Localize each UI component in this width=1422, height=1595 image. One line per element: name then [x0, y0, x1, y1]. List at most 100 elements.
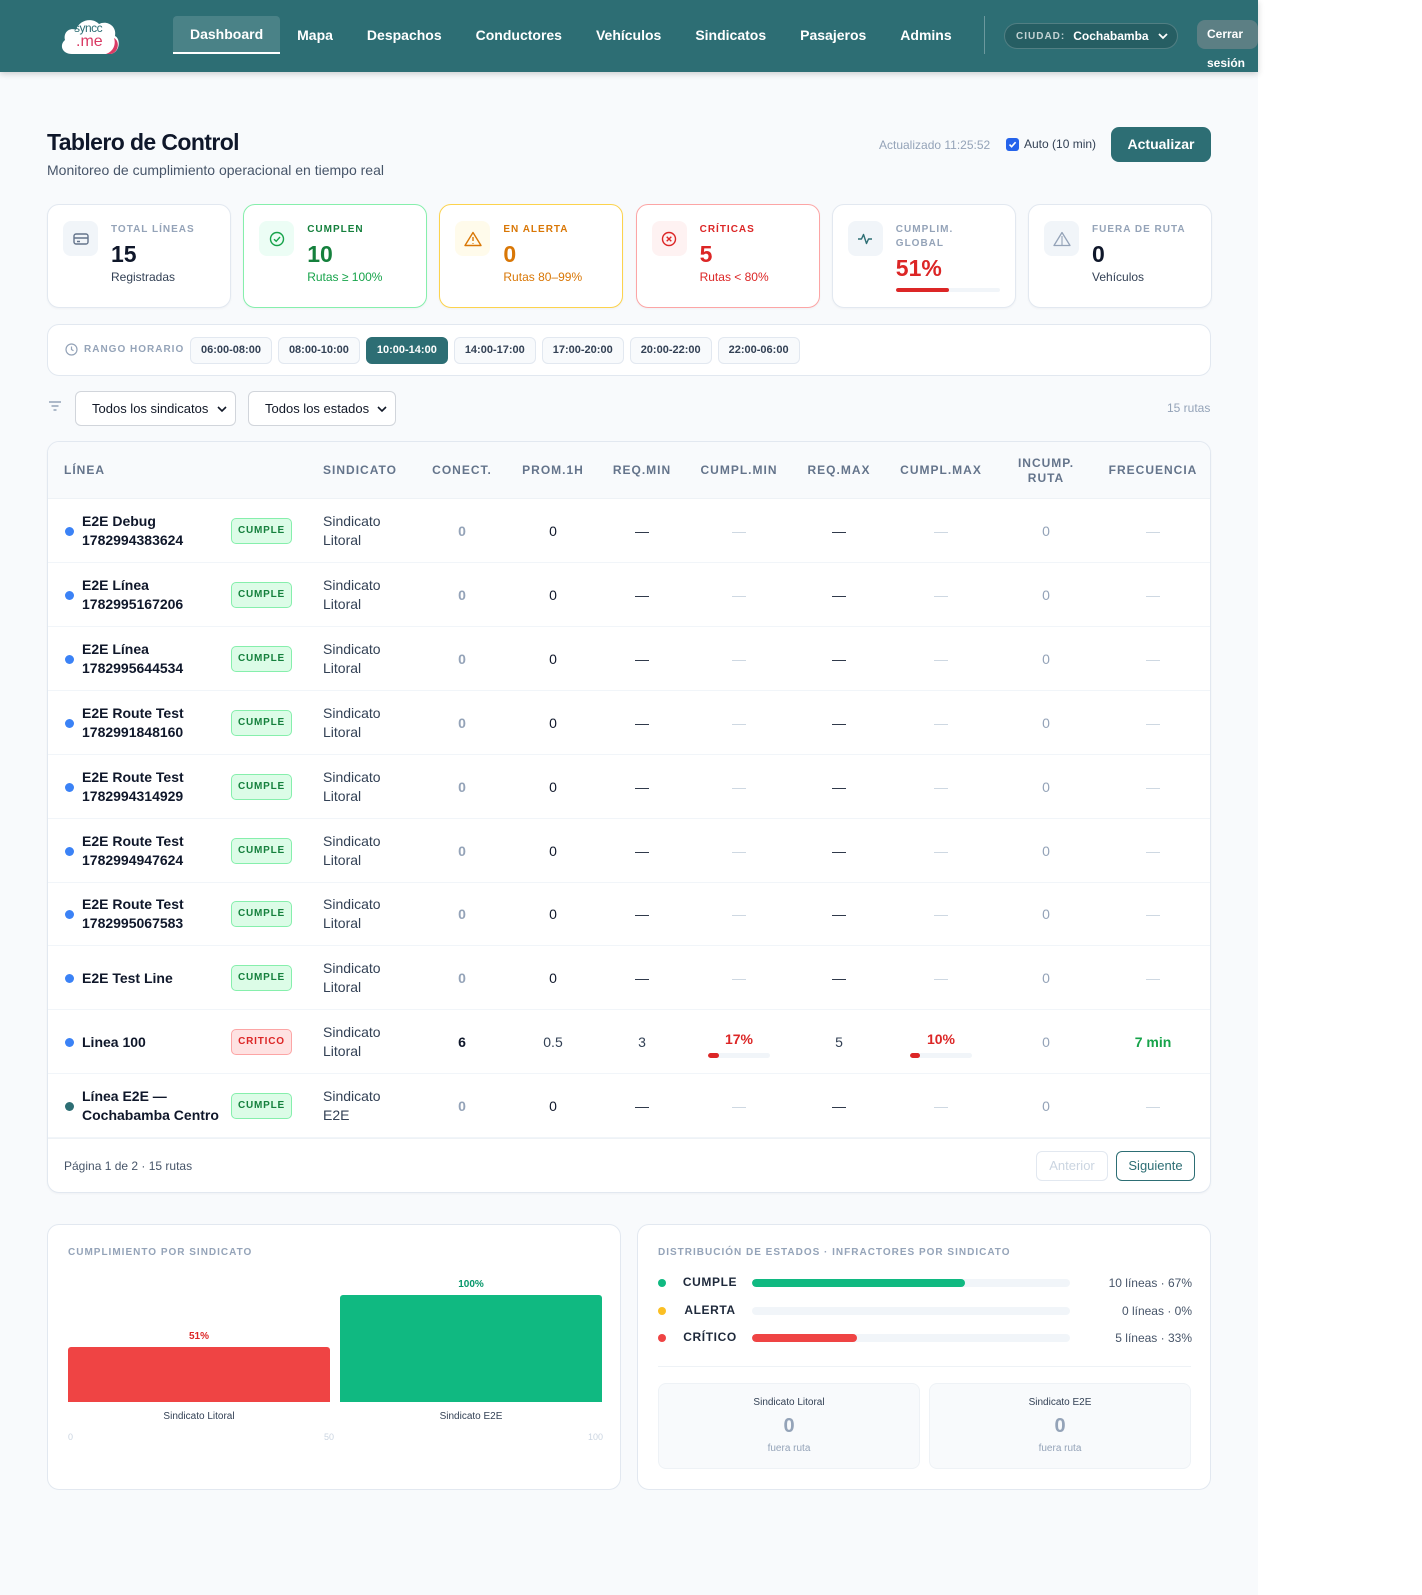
cell-reqmax: — — [832, 586, 846, 603]
time-range-chip-10-00-14-00[interactable]: 10:00-14:00 — [365, 337, 448, 364]
table-row[interactable]: E2E Debug 1782994383624 CUMPLE Sindicato Lit… — [48, 499, 1210, 563]
top-navbar: syncc .me Dashboard Mapa Despachos Conducto… — [0, 0, 1258, 72]
offroute-count: 0 — [783, 1415, 795, 1437]
auto-refresh-toggle[interactable]: Auto (10 min) — [1006, 137, 1096, 151]
bar-value-label: 100% — [458, 1279, 484, 1290]
line-name-primary: Linea 100 — [82, 1033, 146, 1050]
line-name-primary: E2E Route Test — [82, 768, 184, 785]
nav-conductores[interactable]: Conductores — [475, 27, 562, 43]
table-row[interactable]: E2E Línea 1782995644534 CUMPLE Sindicato Lit… — [48, 627, 1210, 691]
cell-cumplmin-fill — [708, 1053, 719, 1059]
cell-reqmin: — — [635, 1098, 649, 1115]
kpi-subtext: Rutas 80–99% — [503, 270, 583, 284]
line-name-text: E2E Route Test 1782991848160 — [82, 704, 184, 742]
line-name-primary: Línea E2E — — [82, 1088, 167, 1105]
col-prom[interactable]: PROM.1H — [522, 463, 584, 477]
page-subtitle: Monitoreo de cumplimiento operacional en… — [47, 162, 384, 178]
col-reqmin[interactable]: REQ.MIN — [612, 463, 672, 477]
table-row[interactable]: Linea 100 CRITICO Sindicato Litoral 6 0.5 3 17%… — [48, 1010, 1210, 1075]
city-label: CIUDAD: — [1016, 30, 1066, 42]
time-range-chip-14-00-17-00[interactable]: 14:00-17:00 — [453, 337, 536, 364]
union-name: Sindicato Litoral — [323, 755, 423, 819]
col-incump-ruta[interactable]: INCUMP. RUTA — [1006, 442, 1086, 499]
cell-conect: 0 — [458, 1098, 466, 1115]
cell-prom: 0 — [549, 970, 557, 987]
cell-prom: 0 — [549, 714, 557, 731]
union-name-line: Sindicato — [323, 576, 381, 593]
cell-prom: 0.5 — [543, 1034, 563, 1051]
city-selector[interactable]: CIUDAD: Cochabamba — [1004, 23, 1178, 49]
time-range-chip-08-00-10-00[interactable]: 08:00-10:00 — [277, 337, 360, 364]
time-range-chip-06-00-08-00[interactable]: 06:00-08:00 — [190, 337, 272, 364]
line-name-secondary: 1782995067583 — [82, 915, 184, 932]
distribution-row-critico: CRÍTICO 5 líneas · 33% — [658, 1330, 1192, 1346]
nav-sindicatos[interactable]: Sindicatos — [695, 27, 767, 43]
cell-reqmin: — — [635, 586, 649, 603]
line-name-text: Línea E2E — Cochabamba Centro — [82, 1087, 219, 1125]
col-frecuencia[interactable]: FRECUENCIA — [1108, 463, 1198, 477]
brand-logo[interactable]: syncc .me — [58, 14, 122, 58]
union-name-line: Litoral — [323, 595, 362, 612]
cell-cumplmax: — — [934, 906, 948, 923]
bar-sindicato-litoral[interactable] — [68, 1347, 330, 1402]
estado-filter-select[interactable]: Todos los estados — [248, 391, 396, 426]
sindicato-filter-select[interactable]: Todos los sindicatos — [75, 391, 236, 426]
chevron-down-icon — [1157, 33, 1168, 40]
time-range-chip-22-00-06-00[interactable]: 22:00-06:00 — [717, 337, 800, 364]
cell-incump: 0 — [1042, 842, 1050, 859]
logo-text-bottom: .me — [76, 33, 103, 50]
line-name: Línea E2E — Cochabamba Centro — [82, 1074, 232, 1138]
cell-conect: 0 — [458, 970, 466, 987]
kpi-label-line: GLOBAL — [895, 238, 945, 249]
nav-despachos[interactable]: Despachos — [366, 27, 442, 43]
union-name-line: Litoral — [323, 723, 362, 740]
col-cumplmax[interactable]: CUMPL.MAX — [900, 463, 982, 477]
col-sindicato[interactable]: SINDICATO — [323, 463, 397, 477]
cell-incump: 0 — [1042, 650, 1050, 667]
nav-vehiculos[interactable]: Vehículos — [595, 27, 662, 43]
nav-mapa[interactable]: Mapa — [297, 27, 333, 43]
table-header: LÍNEA SINDICATO CONECT. PROM.1H REQ.MIN … — [48, 442, 1210, 499]
line-name-secondary: Cochabamba Centro — [82, 1107, 219, 1124]
cell-cumplmin: — — [732, 906, 746, 923]
col-cumplmin[interactable]: CUMPL.MIN — [700, 463, 778, 477]
col-reqmax[interactable]: REQ.MAX — [807, 463, 871, 477]
table-row[interactable]: E2E Test Line CUMPLE Sindicato Litoral 0 0 — — —… — [48, 946, 1210, 1011]
cell-conect: 6 — [458, 1034, 466, 1051]
col-conect[interactable]: CONECT. — [432, 463, 492, 477]
bar-category-label: Sindicato Litoral — [163, 1411, 235, 1422]
union-name-line: Sindicato — [323, 896, 381, 913]
cell-conect: 0 — [458, 842, 466, 859]
next-page-button[interactable]: Siguiente — [1116, 1151, 1195, 1181]
col-linea[interactable]: LÍNEA — [64, 463, 105, 477]
table-row[interactable]: E2E Route Test 1782995067583 CUMPLE Sindica… — [48, 882, 1210, 947]
route-warning-icon — [1044, 221, 1079, 256]
kpi-label: CUMPLIM. GLOBAL — [896, 223, 953, 251]
logout-button[interactable]: Cerrar sesión — [1197, 20, 1258, 70]
checkbox-checked-icon[interactable] — [1006, 137, 1019, 151]
table-row[interactable]: E2E Route Test 1782991848160 CUMPLE Sindica… — [48, 691, 1210, 755]
bar-sindicato-e2e[interactable] — [340, 1295, 602, 1402]
line-name-secondary: 1782994947624 — [82, 851, 184, 868]
nav-dashboard[interactable]: Dashboard — [173, 16, 281, 54]
union-name-line: Sindicato — [323, 1088, 381, 1105]
time-range-chip-17-00-20-00[interactable]: 17:00-20:00 — [541, 337, 624, 364]
table-row[interactable]: E2E Línea 1782995167206 CUMPLE Sindicato Lit… — [48, 563, 1210, 627]
nav-admins[interactable]: Admins — [900, 27, 952, 43]
line-name: E2E Línea 1782995167206 — [82, 563, 232, 627]
time-range-chip-20-00-22-00[interactable]: 20:00-22:00 — [629, 337, 712, 364]
cell-cumplmin-value: 17% — [724, 1031, 754, 1048]
nav-pasajeros[interactable]: Pasajeros — [800, 27, 867, 43]
cell-conect: 0 — [458, 714, 466, 731]
prev-page-button[interactable]: Anterior — [1036, 1151, 1108, 1181]
compliance-by-union-card: CUMPLIMIENTO POR SINDICATO 51% 100% Sindic… — [47, 1224, 621, 1490]
table-row[interactable]: Línea E2E — Cochabamba Centro CUMPLE Sindic… — [48, 1074, 1210, 1139]
cell-conect: 0 — [458, 650, 466, 667]
cell-conect: 0 — [458, 586, 466, 603]
table-row[interactable]: E2E Route Test 1782994947624 CUMPLE Sindica… — [48, 819, 1210, 883]
table-row[interactable]: E2E Route Test 1782994314929 CUMPLE Sindica… — [48, 755, 1210, 819]
status-badge: CUMPLE — [231, 901, 292, 928]
refresh-button[interactable]: Actualizar — [1111, 127, 1211, 162]
cell-freq: — — [1146, 842, 1160, 859]
union-name: Sindicato Litoral — [323, 946, 423, 1010]
